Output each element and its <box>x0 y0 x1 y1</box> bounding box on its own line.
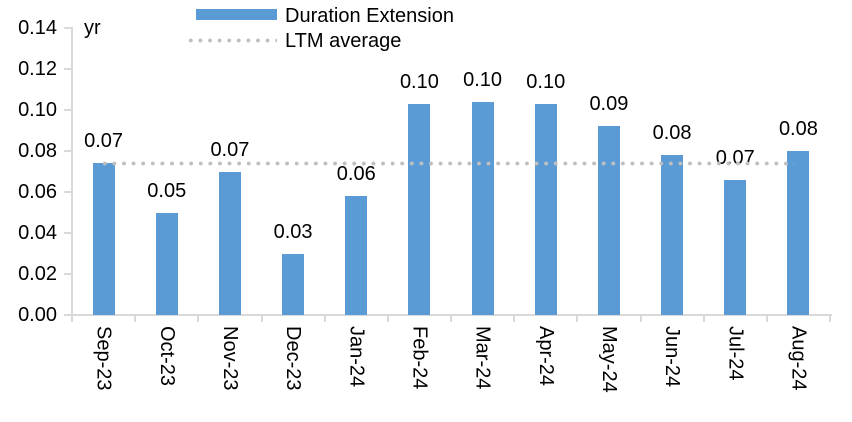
data-label-oct-23: 0.05 <box>147 179 187 202</box>
bar-sep-23 <box>92 163 115 315</box>
y-axis-label: 0.14 <box>18 17 57 39</box>
y-axis-tick <box>64 273 72 275</box>
bar-jun-24 <box>661 155 684 315</box>
y-axis-unit-label: yr <box>84 17 101 39</box>
bar-mar-24 <box>471 101 494 315</box>
x-axis-tick <box>576 315 579 322</box>
data-label-apr-24: 0.10 <box>526 70 566 93</box>
x-axis-label-jan-24: Jan-24 <box>345 326 368 388</box>
x-axis-tick <box>323 315 326 322</box>
x-axis-tick <box>513 315 516 322</box>
x-axis-tick <box>197 315 200 322</box>
x-axis-label-apr-24: Apr-24 <box>534 326 557 387</box>
x-axis-label-mar-24: Mar-24 <box>471 326 494 390</box>
y-axis-label: 0.12 <box>18 58 57 80</box>
x-axis-label-nov-23: Nov-23 <box>218 326 241 391</box>
data-label-aug-24: 0.08 <box>778 118 818 140</box>
x-axis-tick <box>639 315 642 322</box>
x-axis-label-may-24: May-24 <box>597 326 620 393</box>
legend-dotted-line-swatch <box>186 38 277 43</box>
bar-dec-23 <box>282 253 305 315</box>
y-axis-label: 0.10 <box>18 99 57 121</box>
data-label-mar-24: 0.10 <box>463 68 503 91</box>
x-axis-tick <box>450 315 452 322</box>
x-axis-label-jun-24: Jun-24 <box>661 326 684 388</box>
y-axis-tick <box>64 150 72 152</box>
data-label-feb-24: 0.10 <box>399 70 439 93</box>
bar-may-24 <box>597 126 620 315</box>
bar-feb-24 <box>408 103 431 315</box>
x-axis-label-oct-23: Oct-23 <box>155 326 178 387</box>
y-axis-label: 0.06 <box>18 181 57 203</box>
x-axis-label-sep-23: Sep-23 <box>92 326 115 391</box>
bar-nov-23 <box>218 171 241 315</box>
x-axis-tick <box>702 315 705 322</box>
y-axis-tick <box>64 68 72 70</box>
y-axis-label: 0.08 <box>18 140 57 162</box>
ltm-average-line <box>99 161 795 167</box>
y-axis-tick <box>64 191 72 193</box>
y-axis-tick <box>64 314 72 316</box>
data-label-jan-24: 0.06 <box>336 163 376 186</box>
x-axis-tick <box>386 315 389 322</box>
legend-label-duration-extension: Duration Extension <box>285 5 454 27</box>
data-label-nov-23: 0.07 <box>210 138 250 161</box>
bar-aug-24 <box>787 151 810 315</box>
y-axis-label: 0.02 <box>18 263 57 285</box>
y-axis-label: 0.04 <box>18 222 57 244</box>
y-axis-tick <box>64 109 72 111</box>
data-label-sep-23: 0.07 <box>84 130 124 153</box>
data-label-may-24: 0.09 <box>589 93 629 116</box>
y-axis-tick <box>64 232 72 234</box>
y-axis-label: 0.00 <box>18 304 57 326</box>
x-axis-tick <box>134 315 137 322</box>
data-label-dec-23: 0.03 <box>273 220 313 243</box>
x-axis-label-feb-24: Feb-24 <box>408 326 431 390</box>
bar-jan-24 <box>345 196 368 315</box>
bar-jul-24 <box>724 179 747 315</box>
bar-apr-24 <box>534 103 557 315</box>
x-axis-tick <box>71 315 73 322</box>
x-axis-tick <box>829 315 831 322</box>
x-axis-label-dec-23: Dec-23 <box>282 326 305 391</box>
y-axis-line <box>71 27 73 315</box>
x-axis-tick <box>765 315 768 322</box>
legend-label-ltm-average: LTM average <box>285 30 402 52</box>
y-axis-tick <box>64 27 72 29</box>
legend-bar-swatch <box>196 9 277 20</box>
data-label-jun-24: 0.08 <box>652 122 692 145</box>
x-axis-label-jul-24: Jul-24 <box>724 326 747 381</box>
x-axis-label-aug-24: Aug-24 <box>787 326 810 391</box>
x-axis-tick <box>260 315 263 322</box>
bar-oct-23 <box>155 212 178 315</box>
